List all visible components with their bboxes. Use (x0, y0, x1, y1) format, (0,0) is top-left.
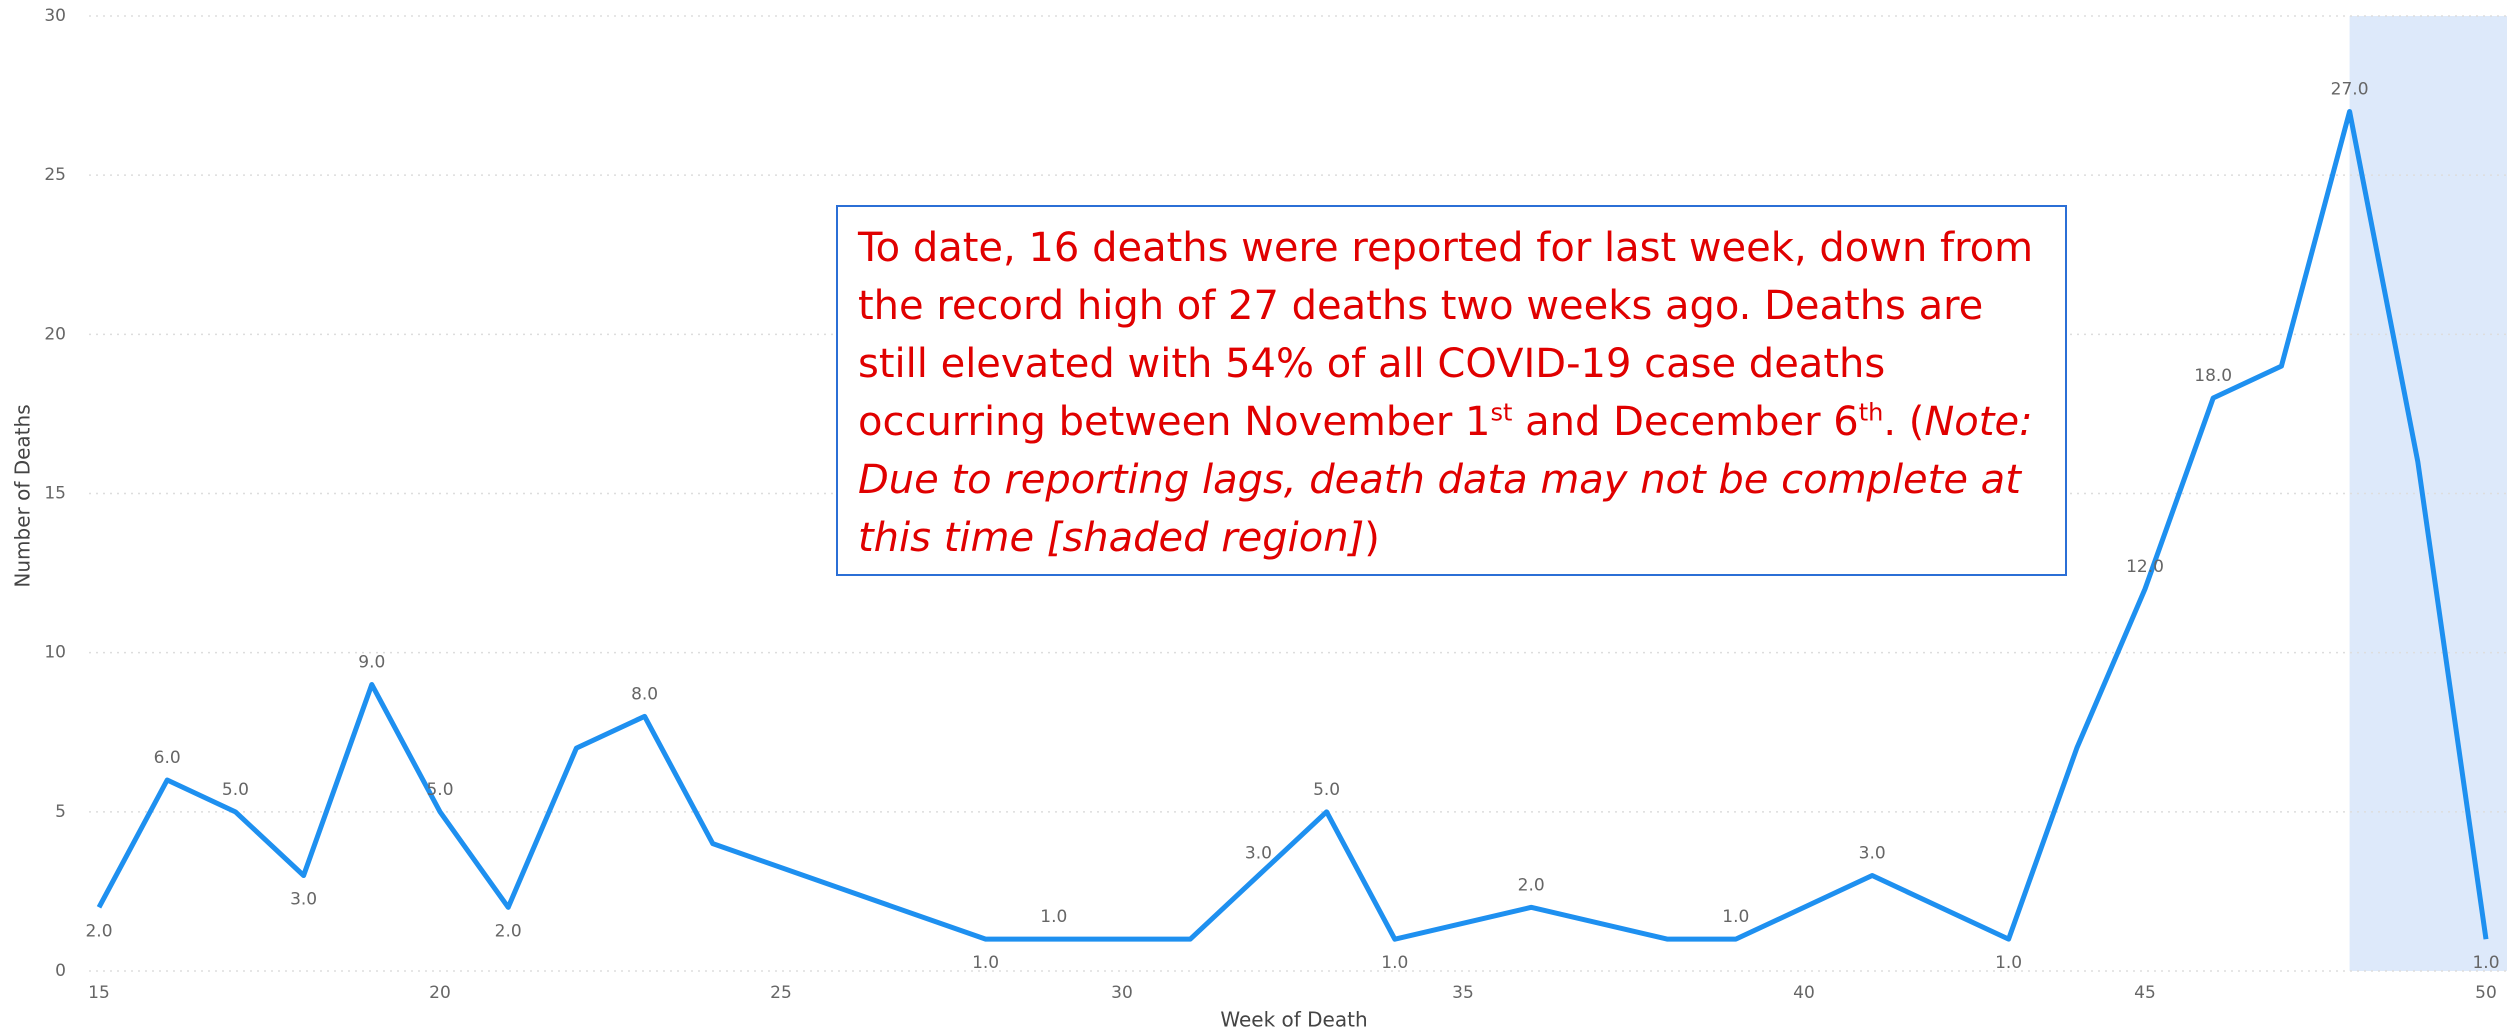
y-tick-label: 30 (44, 6, 66, 26)
data-label: 1.0 (1722, 907, 1749, 927)
x-tick-label: 25 (770, 983, 792, 1003)
data-label: 6.0 (154, 748, 181, 768)
y-tick-label: 15 (44, 484, 66, 504)
line-series (96, 109, 2489, 942)
data-label: 8.0 (631, 684, 658, 704)
y-tick-label: 20 (44, 324, 66, 344)
data-label: 1.0 (972, 953, 999, 973)
data-label: 5.0 (222, 780, 249, 800)
data-label: 3.0 (1245, 844, 1272, 864)
data-label: 9.0 (358, 653, 385, 673)
x-tick-label: 35 (1452, 983, 1474, 1003)
x-tick-label: 40 (1793, 983, 1815, 1003)
data-label: 27.0 (2331, 80, 2369, 100)
annotation-text: ) (1364, 515, 1380, 561)
annotation-box: To date, 16 deaths were reported for las… (836, 205, 2067, 576)
data-label: 2.0 (495, 921, 522, 941)
y-tick-label: 0 (55, 961, 66, 981)
y-axis-title: Number of Deaths (11, 404, 35, 587)
data-label: 12.0 (2126, 557, 2164, 577)
data-label: 1.0 (1995, 953, 2022, 973)
y-tick-label: 5 (55, 802, 66, 822)
x-tick-label: 20 (429, 983, 451, 1003)
y-tick-label: 10 (44, 643, 66, 663)
x-tick-label: 15 (88, 983, 110, 1003)
annotation-text: and December 6 (1512, 399, 1859, 445)
y-tick-label: 25 (44, 165, 66, 185)
data-label: 3.0 (1859, 844, 1886, 864)
annotation-text: . ( (1883, 399, 1925, 445)
annotation-text: st (1490, 398, 1513, 427)
data-label: 1.0 (2472, 953, 2499, 973)
x-tick-label: 45 (2134, 983, 2156, 1003)
annotation-text: Note: Due to reporting lags, death data … (858, 399, 2033, 561)
data-label: 1.0 (1381, 953, 1408, 973)
x-tick-label: 50 (2475, 983, 2497, 1003)
data-label: 18.0 (2194, 366, 2232, 386)
x-tick-label: 30 (1111, 983, 1133, 1003)
data-label: 3.0 (290, 890, 317, 910)
data-label: 5.0 (1313, 780, 1340, 800)
data-label: 2.0 (1518, 875, 1545, 895)
x-axis-title: Week of Death (1220, 1008, 1367, 1032)
annotation-text: To date, 16 deaths were reported for las… (858, 225, 2034, 445)
data-label: 5.0 (426, 780, 453, 800)
data-label: 1.0 (1040, 907, 1067, 927)
annotation-text: th (1858, 398, 1884, 427)
data-label: 2.0 (85, 921, 112, 941)
